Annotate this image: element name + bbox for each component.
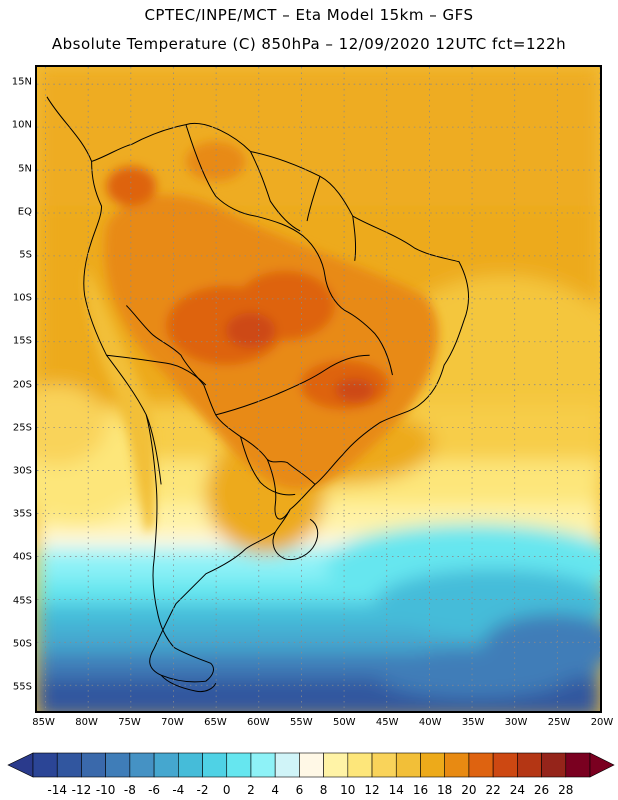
colorbar-tick-label: 6 [295, 783, 304, 797]
colorbar-swatch [565, 752, 591, 778]
colorbar-swatch [153, 752, 179, 778]
coastlines [46, 96, 470, 693]
colorbar-tick-label: 12 [364, 783, 380, 797]
lat-tick-label: 10S [12, 292, 32, 304]
lon-tick-label: 70W [161, 717, 184, 728]
lon-tick-label: 50W [332, 717, 356, 728]
lon-tick-label: 35W [461, 717, 485, 728]
colorbar-tick-label: -4 [172, 783, 185, 797]
colorbar-tick-label: 16 [412, 783, 429, 797]
colorbar-swatch [517, 752, 542, 778]
colorbar-tick-label: 2 [247, 783, 255, 797]
lat-tick-label: 25S [12, 422, 32, 434]
colorbar-tick-label: 4 [271, 783, 279, 797]
colorbar-swatch [274, 752, 300, 778]
colorbar-swatch [468, 752, 494, 778]
colorbar-tick-label: 22 [485, 783, 501, 797]
colorbar-swatch [202, 752, 228, 778]
lon-tick-label: 75W [118, 717, 141, 728]
lon-tick-label: 30W [504, 717, 528, 728]
colorbar-swatch [420, 752, 445, 778]
colorbar-swatch [105, 752, 131, 778]
colorbar-tick-label: 10 [340, 783, 356, 797]
lon-tick-label: 20W [590, 717, 614, 728]
lon-tick-label: 60W [247, 717, 270, 728]
lon-tick-label: 55W [290, 717, 313, 728]
lon-tick-label: 80W [75, 717, 98, 728]
lat-tick-label: 5S [19, 249, 32, 261]
colorbar-tick-label: 20 [461, 783, 477, 797]
colorbar-swatch [32, 752, 58, 778]
lat-tick-label: 50S [12, 638, 32, 650]
map-panel [35, 65, 602, 713]
title-line-2: Absolute Temperature (C) 850hPa – 12/09/… [51, 35, 567, 53]
colorbar-tick-label: 26 [533, 783, 550, 797]
colorbar-under-arrow [7, 752, 34, 778]
lat-tick-label: 35S [12, 508, 32, 520]
lat-tick-label: 55S [12, 681, 32, 693]
colorbar-tick-label: -12 [71, 783, 92, 797]
colorbar-swatch [56, 752, 82, 778]
colorbar-tick-label: -8 [123, 783, 136, 797]
lon-tick-label: 65W [204, 717, 227, 728]
graticule [37, 67, 600, 711]
colorbar-tick-label: -6 [148, 783, 161, 797]
lat-tick-label: 10N [11, 119, 32, 131]
colorbar-tick-label: -2 [196, 783, 209, 797]
temperature-map [37, 67, 600, 711]
colorbar-over-arrow [589, 752, 615, 778]
colorbar-swatch [347, 752, 373, 778]
colorbar-swatch [129, 752, 155, 778]
colorbar-tick-label: 14 [388, 783, 404, 797]
colorbar-swatch [444, 752, 470, 778]
colorbar-swatch [492, 752, 518, 778]
colorbar-swatch [371, 752, 397, 778]
lon-tick-label: 45W [375, 717, 399, 728]
colorbar-swatch [226, 752, 252, 778]
lat-tick-label: 40S [12, 551, 32, 563]
colorbar [7, 752, 615, 778]
colorbar-swatch [178, 752, 203, 778]
lat-tick-label: 20S [12, 379, 32, 391]
colorbar-swatch [395, 752, 421, 778]
lon-tick-label: 40W [418, 717, 442, 728]
colorbar-tick-label: 0 [222, 783, 231, 797]
lat-tick-label: 30S [12, 465, 32, 477]
lat-tick-label: 45S [12, 595, 32, 607]
lat-tick-label: 15S [12, 335, 32, 347]
colorbar-tick-label: -14 [47, 783, 68, 797]
lon-tick-label: 25W [547, 717, 571, 728]
colorbar-swatch [323, 752, 349, 778]
title-line-1: CPTEC/INPE/MCT – Eta Model 15km – GFS [144, 6, 474, 24]
colorbar-tick-label: 8 [319, 783, 328, 797]
lat-tick-label: EQ [17, 206, 32, 218]
warm-core [85, 141, 439, 535]
colorbar-tick-label: -10 [95, 783, 116, 797]
lon-tick-label: 85W [32, 717, 55, 728]
colorbar-tick-label: 28 [558, 783, 574, 797]
lat-tick-label: 15N [11, 76, 32, 88]
lat-tick-label: 5N [18, 163, 32, 175]
colorbar-swatch [250, 752, 276, 778]
colorbar-tick-label: 24 [509, 783, 525, 797]
colorbar-swatch [541, 752, 567, 778]
colorbar-swatch [299, 752, 324, 778]
colorbar-tick-label: 18 [437, 783, 453, 797]
colorbar-swatch [81, 752, 106, 778]
